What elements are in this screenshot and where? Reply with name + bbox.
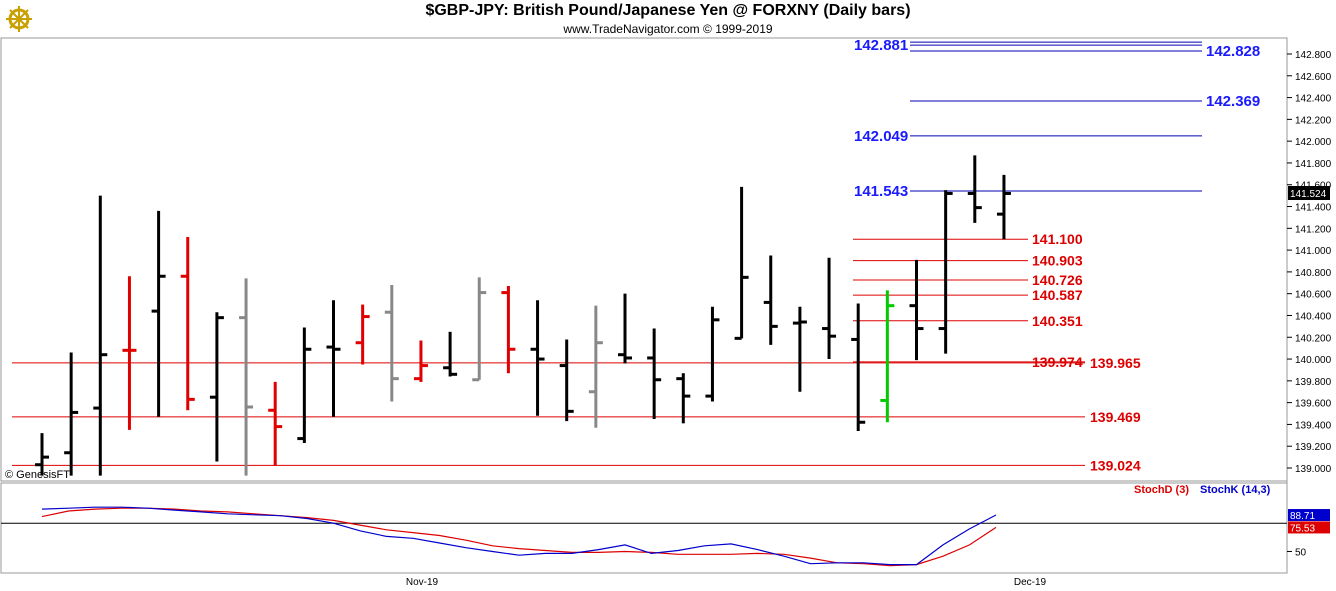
ohlc-bar[interactable] xyxy=(326,300,341,417)
ohlc-bar[interactable] xyxy=(559,339,574,422)
price-axis-label: 140.600 xyxy=(1295,290,1332,301)
ohlc-bar[interactable] xyxy=(122,276,137,430)
stoch-value-label: 88.71 xyxy=(1290,511,1315,522)
ohlc-bar[interactable] xyxy=(35,433,49,476)
price-axis-label: 140.000 xyxy=(1295,355,1332,366)
price-axis-label: 139.800 xyxy=(1295,377,1332,388)
ohlc-bar[interactable] xyxy=(530,300,545,416)
ohlc-bar[interactable] xyxy=(763,255,778,345)
price-axis-label: 142.800 xyxy=(1295,50,1332,61)
price-axis-label: 141.200 xyxy=(1295,224,1332,235)
red-level-label: 140.726 xyxy=(1032,272,1083,288)
blue-level-label: 142.881 xyxy=(854,37,908,54)
ohlc-bar[interactable] xyxy=(705,306,720,402)
stochk-line[interactable] xyxy=(41,506,997,566)
price-axis-label: 140.800 xyxy=(1295,268,1332,279)
ohlc-bar[interactable] xyxy=(996,174,1011,240)
red-level-label: 140.587 xyxy=(1032,287,1083,303)
ohlc-bar[interactable] xyxy=(93,195,108,476)
blue-level-label: 142.369 xyxy=(1206,93,1260,110)
red-level-label: 139.965 xyxy=(1090,355,1141,371)
red-level-label: 139.024 xyxy=(1090,457,1141,473)
stoch-value-label: 75.53 xyxy=(1290,523,1315,534)
ohlc-bar[interactable] xyxy=(151,210,166,417)
stoch-value-box xyxy=(1288,521,1330,534)
price-axis-label: 142.200 xyxy=(1295,115,1332,126)
ohlc-bar[interactable] xyxy=(297,327,312,443)
ohlc-bar[interactable] xyxy=(618,293,632,364)
watermark: © GenesisFT xyxy=(5,469,70,481)
ohlc-bar[interactable] xyxy=(851,303,866,431)
chart-subtitle: www.TradeNavigator.com © 1999-2019 xyxy=(563,22,773,36)
ohlc-bar[interactable] xyxy=(938,190,953,354)
stoch-panel-frame xyxy=(0,482,1288,574)
stoch-value-box xyxy=(1288,509,1330,522)
price-axis-label: 142.600 xyxy=(1295,72,1332,83)
red-level-label: 140.351 xyxy=(1032,313,1083,329)
stochk-legend: StochK (14,3) xyxy=(1200,484,1271,496)
price-axis-label: 141.400 xyxy=(1295,203,1332,214)
price-axis-label: 142.000 xyxy=(1295,137,1332,148)
ohlc-bar[interactable] xyxy=(268,381,283,466)
blue-level-label: 142.049 xyxy=(854,128,908,145)
price-axis-label: 140.400 xyxy=(1295,311,1332,322)
x-axis-label: Dec-19 xyxy=(1014,577,1047,588)
red-level-label: 139.469 xyxy=(1090,409,1141,425)
ohlc-bar[interactable] xyxy=(180,237,195,411)
price-axis-label: 140.200 xyxy=(1295,333,1332,344)
red-level-label: 139.974 xyxy=(1032,354,1083,370)
ohlc-bar[interactable] xyxy=(472,277,487,382)
ohlc-bar[interactable] xyxy=(880,290,895,423)
stochd-line[interactable] xyxy=(41,507,997,567)
ohlc-bar[interactable] xyxy=(209,312,224,462)
ohlc-bar[interactable] xyxy=(792,306,807,392)
blue-level-label: 141.543 xyxy=(854,183,908,200)
stoch-axis-label: 50 xyxy=(1295,547,1307,558)
price-axis-label: 139.000 xyxy=(1295,464,1332,475)
stochd-legend: StochD (3) xyxy=(1134,484,1189,496)
price-axis-label: 139.200 xyxy=(1295,442,1332,453)
blue-level-label: 142.828 xyxy=(1206,43,1260,60)
price-axis-label: 139.600 xyxy=(1295,399,1332,410)
ohlc-bar[interactable] xyxy=(822,257,837,360)
x-axis-label: Nov-19 xyxy=(406,577,439,588)
red-level-label: 140.903 xyxy=(1032,253,1083,269)
red-level-label: 141.100 xyxy=(1032,231,1083,247)
ohlc-bar[interactable] xyxy=(588,305,603,428)
ohlc-bar[interactable] xyxy=(647,328,662,419)
ohlc-bar[interactable] xyxy=(413,340,428,382)
price-axis-label: 139.400 xyxy=(1295,420,1332,431)
price-axis-label: 141.800 xyxy=(1295,159,1332,170)
ohlc-bar[interactable] xyxy=(384,284,399,402)
ohlc-bar[interactable] xyxy=(676,373,691,424)
ohlc-bar[interactable] xyxy=(355,304,370,365)
ohlc-bar[interactable] xyxy=(501,286,516,374)
ohlc-bar[interactable] xyxy=(443,331,458,377)
chart-title: $GBP-JPY: British Pound/Japanese Yen @ F… xyxy=(425,2,911,19)
ohlc-bar[interactable] xyxy=(64,352,79,476)
price-axis-label: 141.000 xyxy=(1295,246,1332,257)
last-price-box xyxy=(1288,186,1330,201)
price-axis-label: 142.400 xyxy=(1295,94,1332,105)
ship-wheel-logo-icon xyxy=(6,6,32,32)
ohlc-bar[interactable] xyxy=(909,259,924,361)
ohlc-bar[interactable] xyxy=(239,278,254,476)
last-price-label: 141.524 xyxy=(1290,189,1327,200)
ohlc-bar[interactable] xyxy=(734,186,749,340)
ohlc-bar[interactable] xyxy=(967,155,982,223)
